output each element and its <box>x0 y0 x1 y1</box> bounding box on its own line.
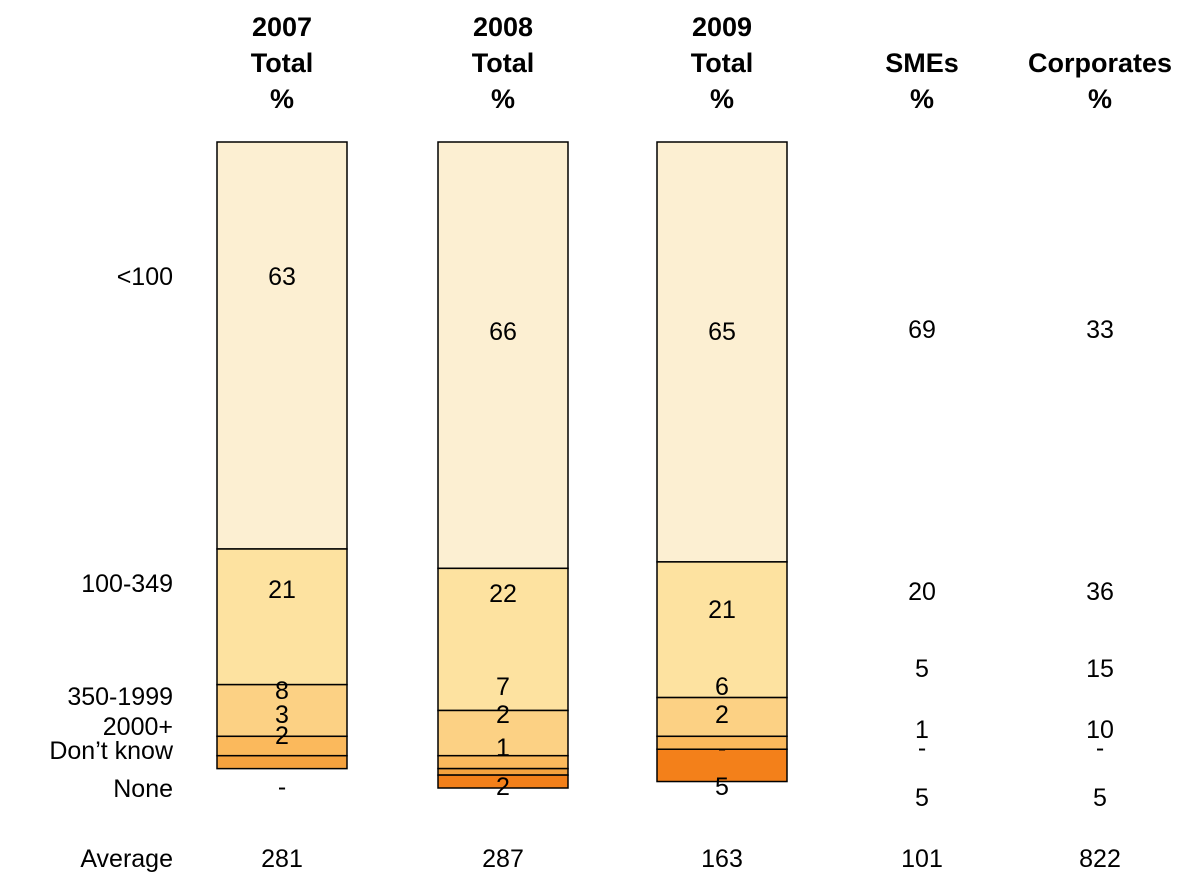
column-header-line: 2007 <box>252 12 312 42</box>
row-label: None <box>113 775 173 803</box>
average-value: 101 <box>901 845 943 873</box>
data-label: 2 <box>496 701 510 729</box>
data-label: 22 <box>489 580 517 608</box>
data-label: - <box>1096 734 1104 762</box>
row-label: 2000+ <box>103 713 173 741</box>
row-label: 350-1999 <box>67 683 173 711</box>
data-label: 5 <box>1093 784 1107 812</box>
data-label: 2 <box>496 773 510 801</box>
average-value: 287 <box>482 845 524 873</box>
column-header-line: 2009 <box>692 12 752 42</box>
data-label: 69 <box>908 316 936 344</box>
column-header-line: SMEs <box>885 48 959 78</box>
column-header-line: % <box>910 84 934 114</box>
column-header-line: % <box>270 84 294 114</box>
value-column: 69 20 5 1- 5 <box>908 316 936 812</box>
data-label: 1 <box>496 734 510 762</box>
data-label: 15 <box>1086 655 1114 683</box>
data-label: - <box>918 734 926 762</box>
average-value: 281 <box>261 845 303 873</box>
column-header-line: % <box>1088 84 1112 114</box>
average-value: 163 <box>701 845 743 873</box>
data-label: - <box>718 734 726 762</box>
data-label: 5 <box>915 655 929 683</box>
bar-column: 63 21 832 - <box>216 141 348 801</box>
data-label: 36 <box>1086 578 1114 606</box>
data-label: 10 <box>1086 716 1114 744</box>
data-label: 63 <box>268 263 296 291</box>
data-label: 21 <box>708 596 736 624</box>
data-label: 1 <box>915 716 929 744</box>
column-header-line: Total <box>251 48 314 78</box>
column-header-line: % <box>491 84 515 114</box>
bar-column: 65 21 62 - 5 <box>656 141 788 801</box>
row-label: 100-349 <box>81 570 173 598</box>
data-label: 33 <box>1086 316 1114 344</box>
data-label: 7 <box>496 673 510 701</box>
average-value: 822 <box>1079 845 1121 873</box>
column-header-line: Total <box>472 48 535 78</box>
column-headers: 2007 Total% 2008 Total% 2009 Total% SMEs% Corpo… <box>251 12 1172 114</box>
data-label: 65 <box>708 318 736 346</box>
bar-segment <box>216 683 348 738</box>
row-label: Don’t know <box>49 737 174 765</box>
column-header-line: Corporates <box>1028 48 1172 78</box>
data-label: 3 <box>275 701 289 729</box>
row-label: <100 <box>117 263 173 291</box>
data-label: 8 <box>275 677 289 705</box>
data-label: 20 <box>908 578 936 606</box>
bar-segment <box>437 141 569 570</box>
bar-segment <box>656 561 788 699</box>
data-label: 2 <box>715 701 729 729</box>
average-row: Average 281 287 163 101 822 <box>80 845 1121 873</box>
bar-segment <box>437 567 569 712</box>
column-header-line: Total <box>691 48 754 78</box>
data-label: 21 <box>268 576 296 604</box>
column-header-line: % <box>710 84 734 114</box>
bar-segment <box>216 548 348 686</box>
bar-segment <box>437 709 569 757</box>
bar-segment <box>437 774 569 789</box>
value-column: 33 36 15 10- 5 <box>1086 316 1114 812</box>
data-label: 2 <box>275 722 289 750</box>
data-label: 66 <box>489 318 517 346</box>
bar-segment <box>656 141 788 563</box>
data-label: 5 <box>915 784 929 812</box>
data-label: 6 <box>715 673 729 701</box>
column-header-line: 2008 <box>473 12 533 42</box>
bar-segment <box>216 754 348 770</box>
average-label: Average <box>80 845 173 873</box>
data-label: 5 <box>715 773 729 801</box>
bar-segment <box>656 748 788 783</box>
bar-segment <box>656 696 788 738</box>
bar-segment <box>216 141 348 550</box>
data-label: - <box>278 773 286 801</box>
